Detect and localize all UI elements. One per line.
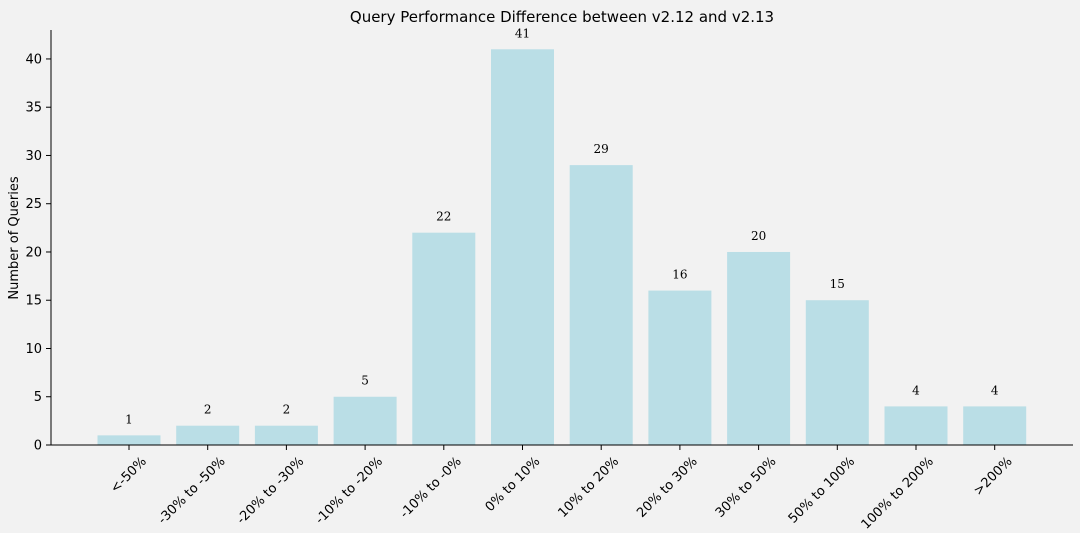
bar-9 bbox=[805, 300, 869, 445]
bar-11 bbox=[963, 406, 1027, 445]
y-tick-label-5: 25 bbox=[25, 197, 42, 212]
x-tick-label-2: -20% to -30% bbox=[234, 454, 307, 527]
y-tick-label-3: 15 bbox=[25, 294, 42, 309]
bar-8 bbox=[727, 251, 791, 445]
y-axis-ticks: 0 5 10 15 20 25 30 35 40 bbox=[25, 52, 51, 454]
y-tick-label-2: 10 bbox=[25, 342, 42, 357]
data-label-5: 41 bbox=[515, 26, 530, 40]
y-tick-label-0: 0 bbox=[34, 439, 42, 454]
bar-4 bbox=[412, 232, 476, 445]
data-label-0: 1 bbox=[125, 412, 133, 426]
y-tick-label-1: 5 bbox=[34, 390, 42, 405]
x-tick-label-11: >200% bbox=[971, 454, 1016, 499]
y-tick-label-7: 35 bbox=[25, 101, 42, 116]
bar-7 bbox=[648, 290, 712, 445]
data-label-11: 4 bbox=[991, 383, 999, 397]
data-label-6: 29 bbox=[594, 142, 609, 156]
data-label-1: 2 bbox=[204, 403, 212, 417]
x-tick-label-7: 20% to 30% bbox=[634, 454, 701, 521]
chart-title: Query Performance Difference between v2.… bbox=[350, 8, 774, 26]
y-tick-label-4: 20 bbox=[25, 245, 42, 260]
bar-1 bbox=[176, 425, 240, 445]
data-label-4: 22 bbox=[436, 210, 451, 224]
x-tick-label-6: 10% to 20% bbox=[555, 454, 622, 521]
x-axis-ticks: <-50% -30% to -50% -20% to -30% -10% to -20… bbox=[108, 445, 1016, 532]
data-label-7: 16 bbox=[672, 268, 687, 282]
bar-2 bbox=[254, 425, 318, 445]
bar-0 bbox=[97, 435, 161, 445]
bar-5 bbox=[491, 49, 554, 446]
data-label-8: 20 bbox=[751, 229, 766, 243]
x-tick-label-0: <-50% bbox=[108, 454, 150, 496]
data-label-9: 15 bbox=[830, 277, 845, 291]
bar-6 bbox=[569, 165, 633, 445]
x-tick-label-5: 0% to 10% bbox=[483, 454, 544, 515]
bar-10 bbox=[884, 406, 948, 445]
y-axis-label: Number of Queries bbox=[7, 176, 22, 299]
x-tick-label-10: 100% to 200% bbox=[859, 454, 937, 532]
data-label-3: 5 bbox=[361, 374, 369, 388]
data-label-2: 2 bbox=[283, 403, 291, 417]
x-tick-label-9: 50% to 100% bbox=[786, 454, 858, 526]
y-tick-label-6: 30 bbox=[25, 149, 42, 164]
bars-group bbox=[97, 49, 1027, 446]
bar-3 bbox=[333, 396, 397, 445]
data-label-10: 4 bbox=[912, 383, 920, 397]
x-tick-label-3: -10% to -20% bbox=[313, 454, 386, 527]
x-tick-label-4: -10% to -0% bbox=[397, 454, 464, 521]
x-tick-label-8: 30% to 50% bbox=[713, 454, 780, 521]
x-tick-label-1: -30% to -50% bbox=[155, 454, 228, 527]
y-tick-label-8: 40 bbox=[25, 52, 42, 67]
